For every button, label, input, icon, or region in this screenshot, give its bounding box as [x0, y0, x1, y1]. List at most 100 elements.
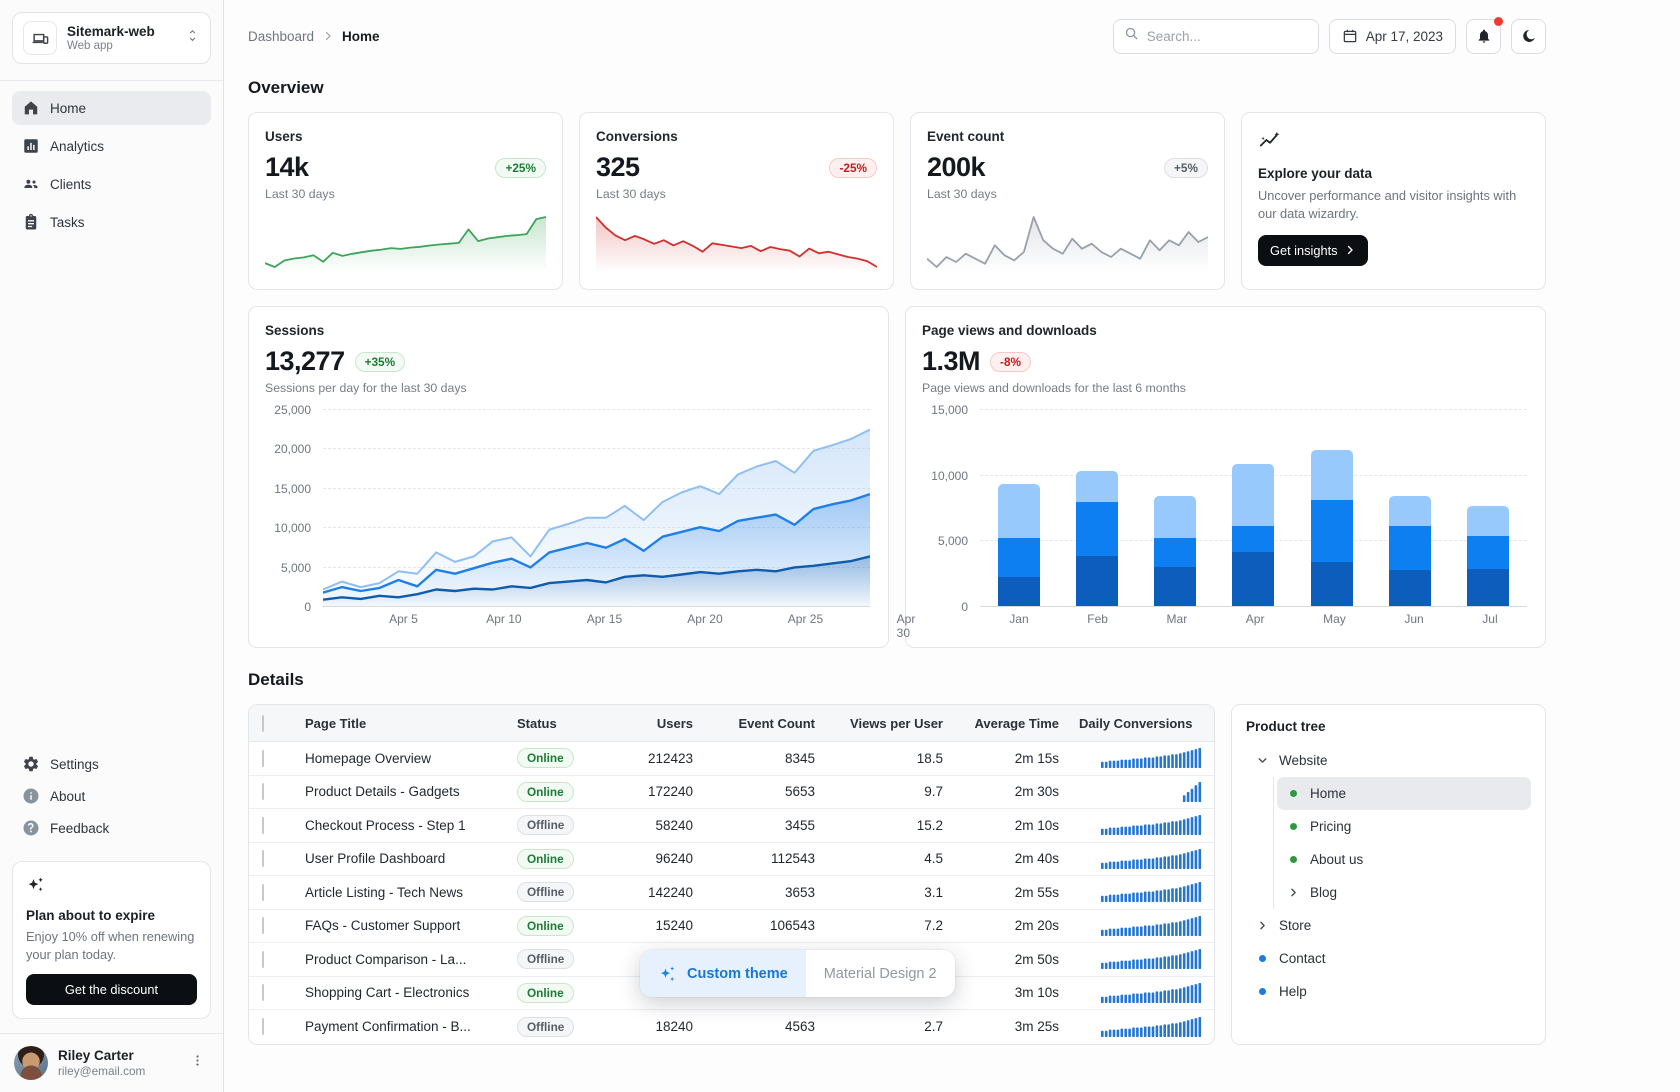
x-axis-tick: Jan	[1009, 612, 1029, 626]
bar-segment	[1388, 495, 1431, 526]
conversions-sparkline	[595, 211, 878, 273]
status-badge: Offline	[517, 882, 575, 903]
workspace-selector[interactable]: Sitemark-web Web app	[12, 12, 211, 64]
stat-card-event-count[interactable]: Event count 200k +5% Last 30 days	[910, 112, 1225, 290]
sidebar-item-settings[interactable]: Settings	[12, 749, 211, 779]
views-per-user-cell: 15.2	[916, 817, 943, 833]
page-title-cell: Product Comparison - La...	[305, 951, 467, 967]
tree-item-blog[interactable]: Blog	[1277, 876, 1531, 909]
views-per-user-cell: 18.5	[916, 750, 943, 766]
daily-conversions-sparkline	[1069, 748, 1214, 769]
y-axis-tick: 5,000	[280, 560, 311, 575]
dark-mode-toggle[interactable]	[1511, 18, 1546, 54]
tree-item-website[interactable]: Website	[1246, 744, 1531, 777]
help-icon	[22, 819, 40, 837]
average-time-cell: 2m 15s	[1014, 750, 1059, 766]
row-checkbox[interactable]	[262, 850, 264, 868]
bar-segment	[1154, 566, 1197, 606]
page-views-subtitle: Page views and downloads for the last 6 …	[922, 381, 1186, 395]
row-checkbox[interactable]	[262, 749, 264, 767]
daily-conversions-sparkline	[1069, 781, 1214, 802]
users-cell: 96240	[655, 851, 693, 867]
avatar	[14, 1046, 48, 1080]
row-checkbox[interactable]	[262, 883, 264, 901]
tree-item-pricing[interactable]: Pricing	[1277, 810, 1531, 843]
row-checkbox[interactable]	[262, 950, 264, 968]
calendar-icon	[1342, 28, 1358, 44]
user-name: Riley Carter	[58, 1047, 134, 1063]
people-icon	[22, 175, 40, 193]
tree-item-label: Home	[1310, 786, 1347, 801]
table-row[interactable]: Homepage Overview Online 212423 8345 18.…	[249, 742, 1214, 776]
table-row[interactable]: Payment Confirmation - B... Offline 1824…	[249, 1010, 1214, 1044]
bar-segment	[1466, 536, 1509, 570]
views-per-user-cell: 4.5	[924, 851, 943, 867]
notifications-button[interactable]	[1466, 16, 1503, 54]
explore-data-card: Explore your data Uncover performance an…	[1241, 112, 1546, 290]
sidebar-item-feedback[interactable]: Feedback	[12, 813, 211, 843]
y-axis-tick: 5,000	[937, 534, 968, 549]
custom-theme-option[interactable]: Custom theme	[640, 950, 806, 997]
stat-card-users[interactable]: Users 14k +25% Last 30 days	[248, 112, 563, 290]
user-menu-button[interactable]	[186, 1049, 209, 1077]
get-discount-button[interactable]: Get the discount	[26, 974, 197, 1005]
breadcrumb-dashboard[interactable]: Dashboard	[248, 28, 315, 44]
search-box[interactable]	[1112, 18, 1319, 54]
table-row[interactable]: User Profile Dashboard Online 96240 1125…	[249, 843, 1214, 876]
tree-item-store[interactable]: Store	[1246, 909, 1531, 942]
row-checkbox[interactable]	[262, 816, 264, 834]
average-time-cell: 3m 25s	[1014, 1019, 1059, 1035]
tree-item-label: Website	[1279, 753, 1328, 768]
table-row[interactable]: Product Details - Gadgets Online 172240 …	[249, 776, 1214, 809]
row-checkbox[interactable]	[262, 917, 264, 935]
sidebar-item-tasks[interactable]: Tasks	[12, 205, 211, 239]
sidebar-item-clients[interactable]: Clients	[12, 167, 211, 201]
row-checkbox[interactable]	[262, 984, 264, 1002]
table-row[interactable]: FAQs - Customer Support Online 15240 106…	[249, 910, 1214, 943]
y-axis-tick: 20,000	[274, 442, 311, 457]
table-row[interactable]: Article Listing - Tech News Offline 1422…	[249, 876, 1214, 910]
x-axis-tick: Apr 5	[389, 612, 418, 626]
table-row[interactable]: Checkout Process - Step 1 Offline 58240 …	[249, 809, 1214, 843]
users-cell: 58240	[655, 817, 693, 833]
sidebar-item-home[interactable]: Home	[12, 91, 211, 125]
tree-children: Home Pricing About us Blog	[1273, 777, 1531, 909]
tree-item-about-us[interactable]: About us	[1277, 843, 1531, 876]
bar-segment	[1076, 470, 1119, 503]
row-checkbox[interactable]	[262, 1018, 264, 1036]
stat-title: Conversions	[596, 129, 678, 144]
green-dot-icon	[1289, 823, 1297, 830]
bar-segment	[1310, 449, 1353, 501]
tree-item-contact[interactable]: Contact	[1246, 942, 1531, 975]
sidebar-item-about[interactable]: About	[12, 781, 211, 811]
status-badge: Online	[517, 915, 574, 936]
users-cell: 15240	[655, 918, 693, 934]
x-axis-tick: Apr 30	[896, 612, 916, 640]
sidebar-item-analytics[interactable]: Analytics	[12, 129, 211, 163]
tree-item-label: Pricing	[1310, 819, 1352, 834]
sidebar-bottom: Settings About Feedback Plan about to ex…	[0, 749, 223, 1092]
analytics-icon	[22, 137, 40, 155]
row-checkbox[interactable]	[262, 783, 264, 801]
bar-segment	[1310, 562, 1353, 606]
product-tree-title: Product tree	[1246, 719, 1326, 734]
stat-card-conversions[interactable]: Conversions 325 -25% Last 30 days	[579, 112, 894, 290]
date-picker-button[interactable]: Apr 17, 2023	[1328, 18, 1456, 54]
material-design-option[interactable]: Material Design 2	[806, 950, 955, 997]
average-time-cell: 2m 55s	[1014, 884, 1059, 900]
daily-conversions-sparkline	[1069, 949, 1214, 970]
x-axis-tick: Apr 20	[687, 612, 723, 626]
status-badge: Online	[517, 781, 574, 802]
event-count-cell: 8345	[784, 750, 815, 766]
stat-value: 200k	[927, 152, 986, 182]
select-all-checkbox[interactable]	[262, 714, 264, 732]
tree-item-home[interactable]: Home	[1277, 777, 1531, 810]
col-average-time: Average Time	[974, 715, 1059, 731]
search-input[interactable]	[1146, 28, 1308, 44]
event-count-cell: 5653	[784, 784, 815, 800]
col-page-title: Page Title	[305, 715, 367, 731]
bar-segment	[1232, 552, 1275, 606]
tree-item-help[interactable]: Help	[1246, 975, 1531, 1008]
get-insights-button[interactable]: Get insights	[1258, 234, 1368, 266]
col-status: Status	[517, 715, 557, 731]
